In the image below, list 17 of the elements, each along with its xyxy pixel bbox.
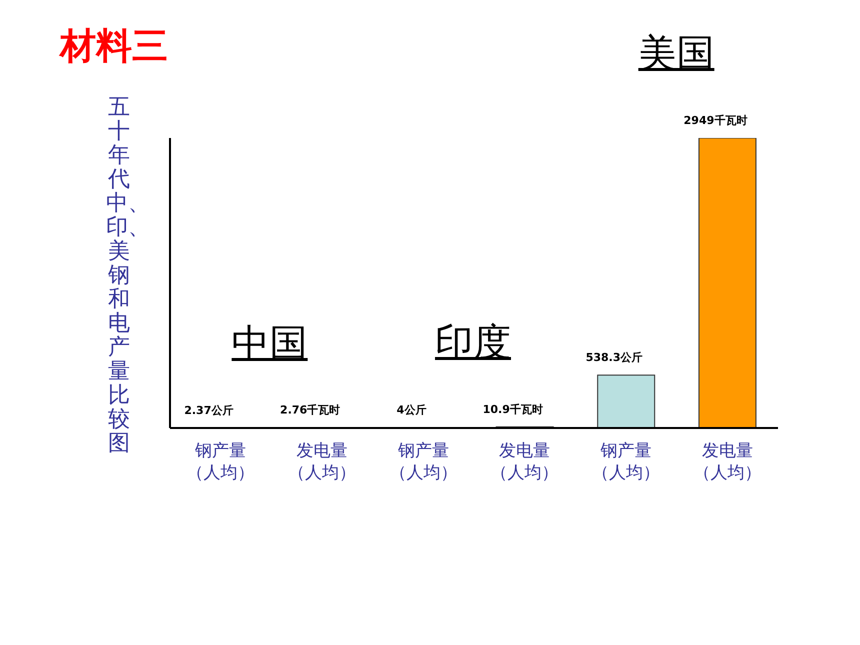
data-label: 2.76千瓦时: [280, 404, 340, 417]
annotation: 中国: [230, 320, 309, 367]
x-tick-label: 钢产量（人均）: [592, 441, 660, 483]
x-tick-label: 发电量（人均）: [288, 441, 356, 483]
data-label: 4公斤: [396, 404, 426, 417]
data-label: 10.9千瓦时: [482, 402, 543, 416]
annotation: 印度: [434, 318, 512, 366]
chart-title: 材料三: [60, 25, 168, 69]
data-label: 2949千瓦时: [684, 114, 748, 127]
x-tick-label: 发电量（人均）: [490, 441, 559, 483]
data-label: 538.3公斤: [586, 351, 643, 364]
text: 美国: [637, 30, 716, 77]
data-label: 2.37公斤: [184, 404, 234, 417]
x-tick-label: 钢产量（人均）: [186, 441, 255, 483]
x-tick-label: 发电量（人均）: [693, 441, 762, 483]
text: 五十年代中、印、美钢和电产量比较图: [106, 95, 150, 456]
x-tick-label: 钢产量（人均）: [389, 441, 458, 483]
